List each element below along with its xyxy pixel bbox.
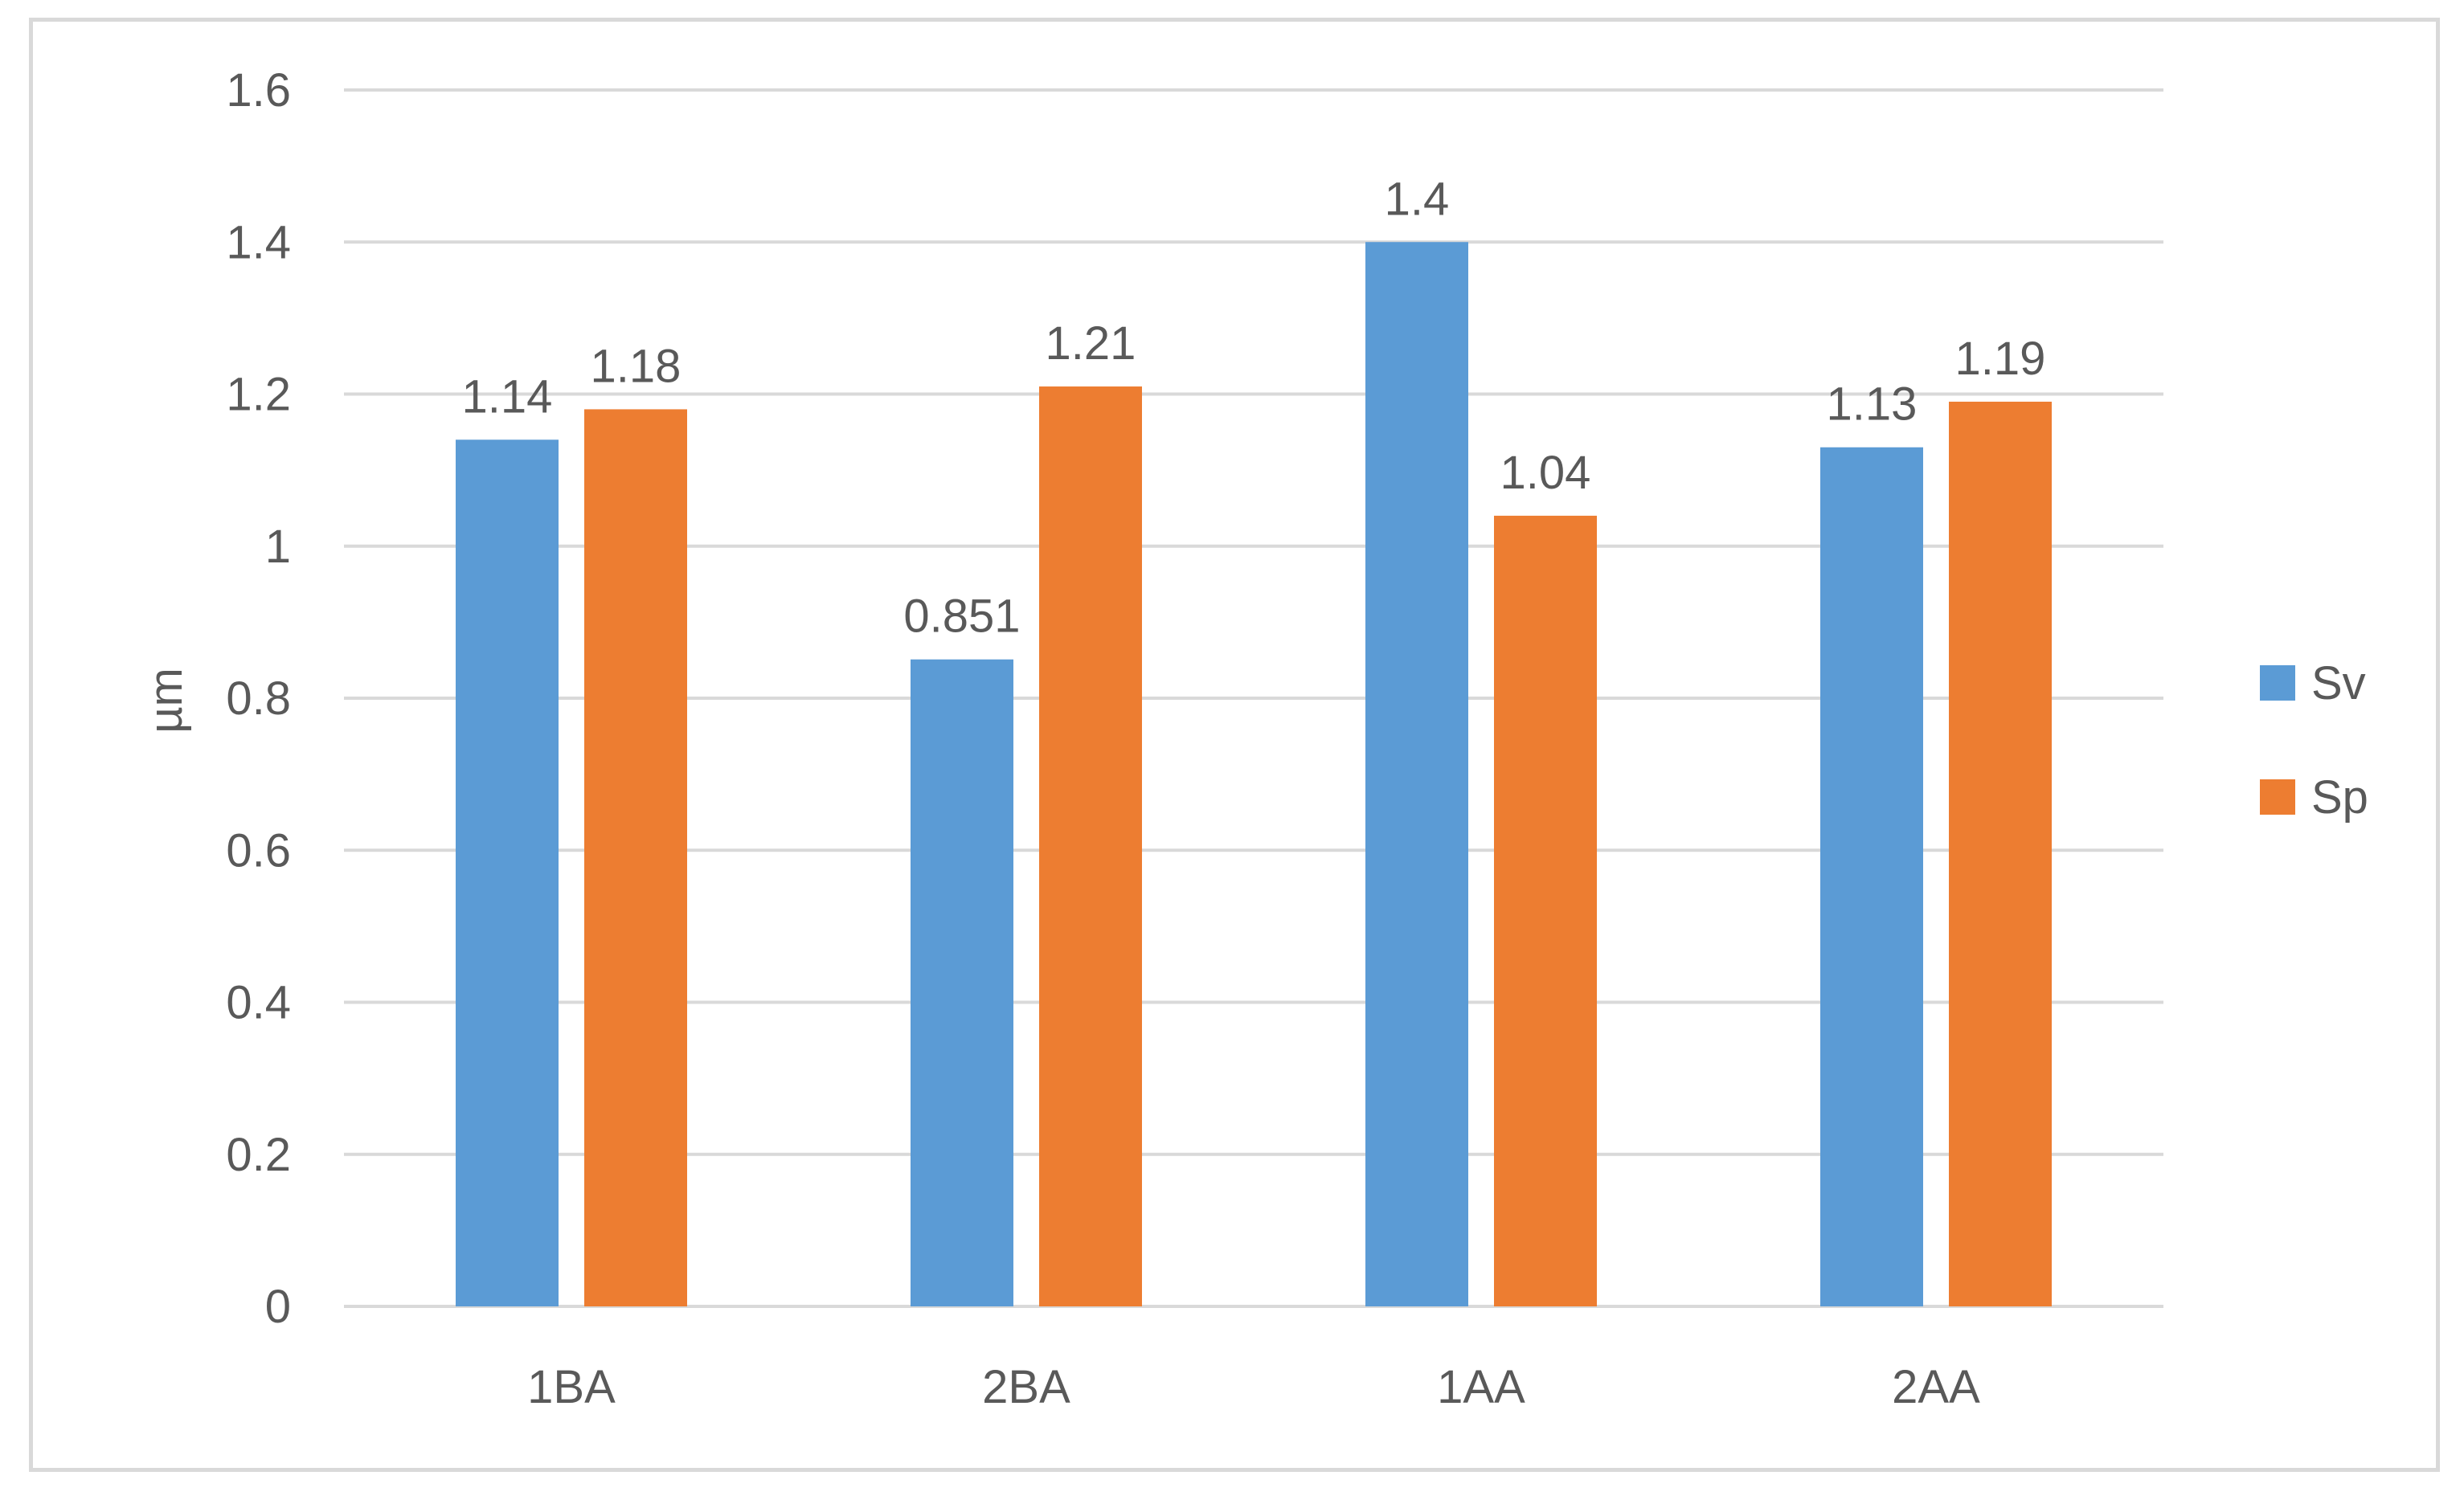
data-label: 1.19	[1955, 333, 2046, 385]
y-tick-label: 1.4	[226, 216, 291, 268]
data-label: 1.04	[1500, 447, 1591, 499]
y-tick-label: 1.2	[226, 369, 291, 421]
legend: Sv Sp	[2260, 657, 2368, 824]
y-tick-label: 1	[265, 521, 291, 573]
y-axis-tick-labels: 0 0.2 0.4 0.6 0.8 1 1.2 1.4 1.6	[226, 64, 291, 1333]
legend-swatch-sv	[2260, 665, 2295, 701]
legend-label-sv: Sv	[2311, 657, 2366, 709]
bars	[456, 242, 2052, 1307]
data-labels: 1.14 1.18 0.851 1.21 1.4 1.04 1.13 1.19	[462, 173, 2046, 642]
bar-sp-1ba	[584, 409, 687, 1306]
data-label: 1.14	[462, 370, 553, 423]
bar-sp-2aa	[1949, 401, 2052, 1306]
data-label: 0.851	[903, 591, 1020, 643]
x-tick-label: 2AA	[1892, 1361, 1980, 1413]
data-label: 1.21	[1046, 317, 1136, 370]
bar-sv-2ba	[911, 659, 1013, 1306]
data-label: 1.4	[1385, 173, 1450, 225]
x-axis-tick-labels: 1BA 2BA 1AA 2AA	[527, 1361, 1980, 1413]
bar-sv-1ba	[456, 439, 559, 1306]
bar-sv-1aa	[1365, 242, 1468, 1306]
bar-sp-1aa	[1494, 515, 1597, 1306]
data-label: 1.18	[591, 340, 681, 392]
x-tick-label: 1AA	[1437, 1361, 1525, 1413]
y-axis-title: µm	[140, 668, 192, 734]
legend-label-sp: Sp	[2311, 771, 2368, 824]
data-label: 1.13	[1827, 378, 1918, 431]
y-tick-label: 0.2	[226, 1129, 291, 1181]
y-tick-label: 0.6	[226, 824, 291, 877]
y-tick-label: 0.8	[226, 672, 291, 725]
y-tick-label: 1.6	[226, 64, 291, 116]
x-tick-label: 2BA	[982, 1361, 1070, 1413]
y-tick-label: 0.4	[226, 977, 291, 1029]
x-tick-label: 1BA	[527, 1361, 616, 1413]
legend-swatch-sp	[2260, 779, 2295, 815]
bar-sv-2aa	[1820, 447, 1923, 1306]
bar-sp-2ba	[1039, 386, 1142, 1307]
y-tick-label: 0	[265, 1281, 291, 1333]
